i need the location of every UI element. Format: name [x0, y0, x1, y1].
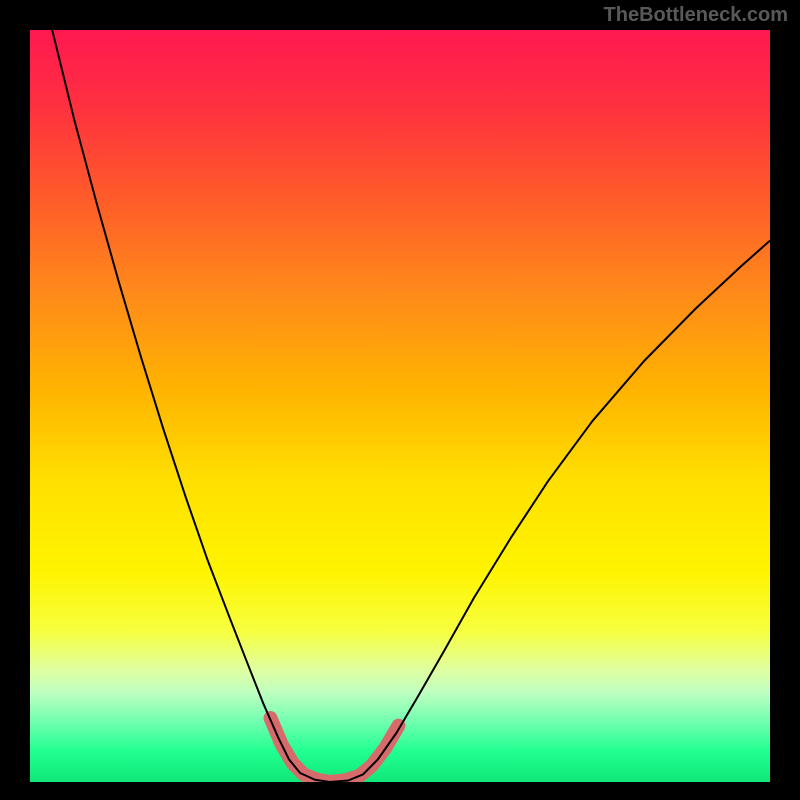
watermark-text: TheBottleneck.com: [604, 4, 788, 27]
bottleneck-chart: [30, 30, 770, 782]
chart-container: TheBottleneck.com: [0, 0, 800, 800]
plot-area: [30, 30, 770, 782]
gradient-background: [30, 30, 770, 782]
